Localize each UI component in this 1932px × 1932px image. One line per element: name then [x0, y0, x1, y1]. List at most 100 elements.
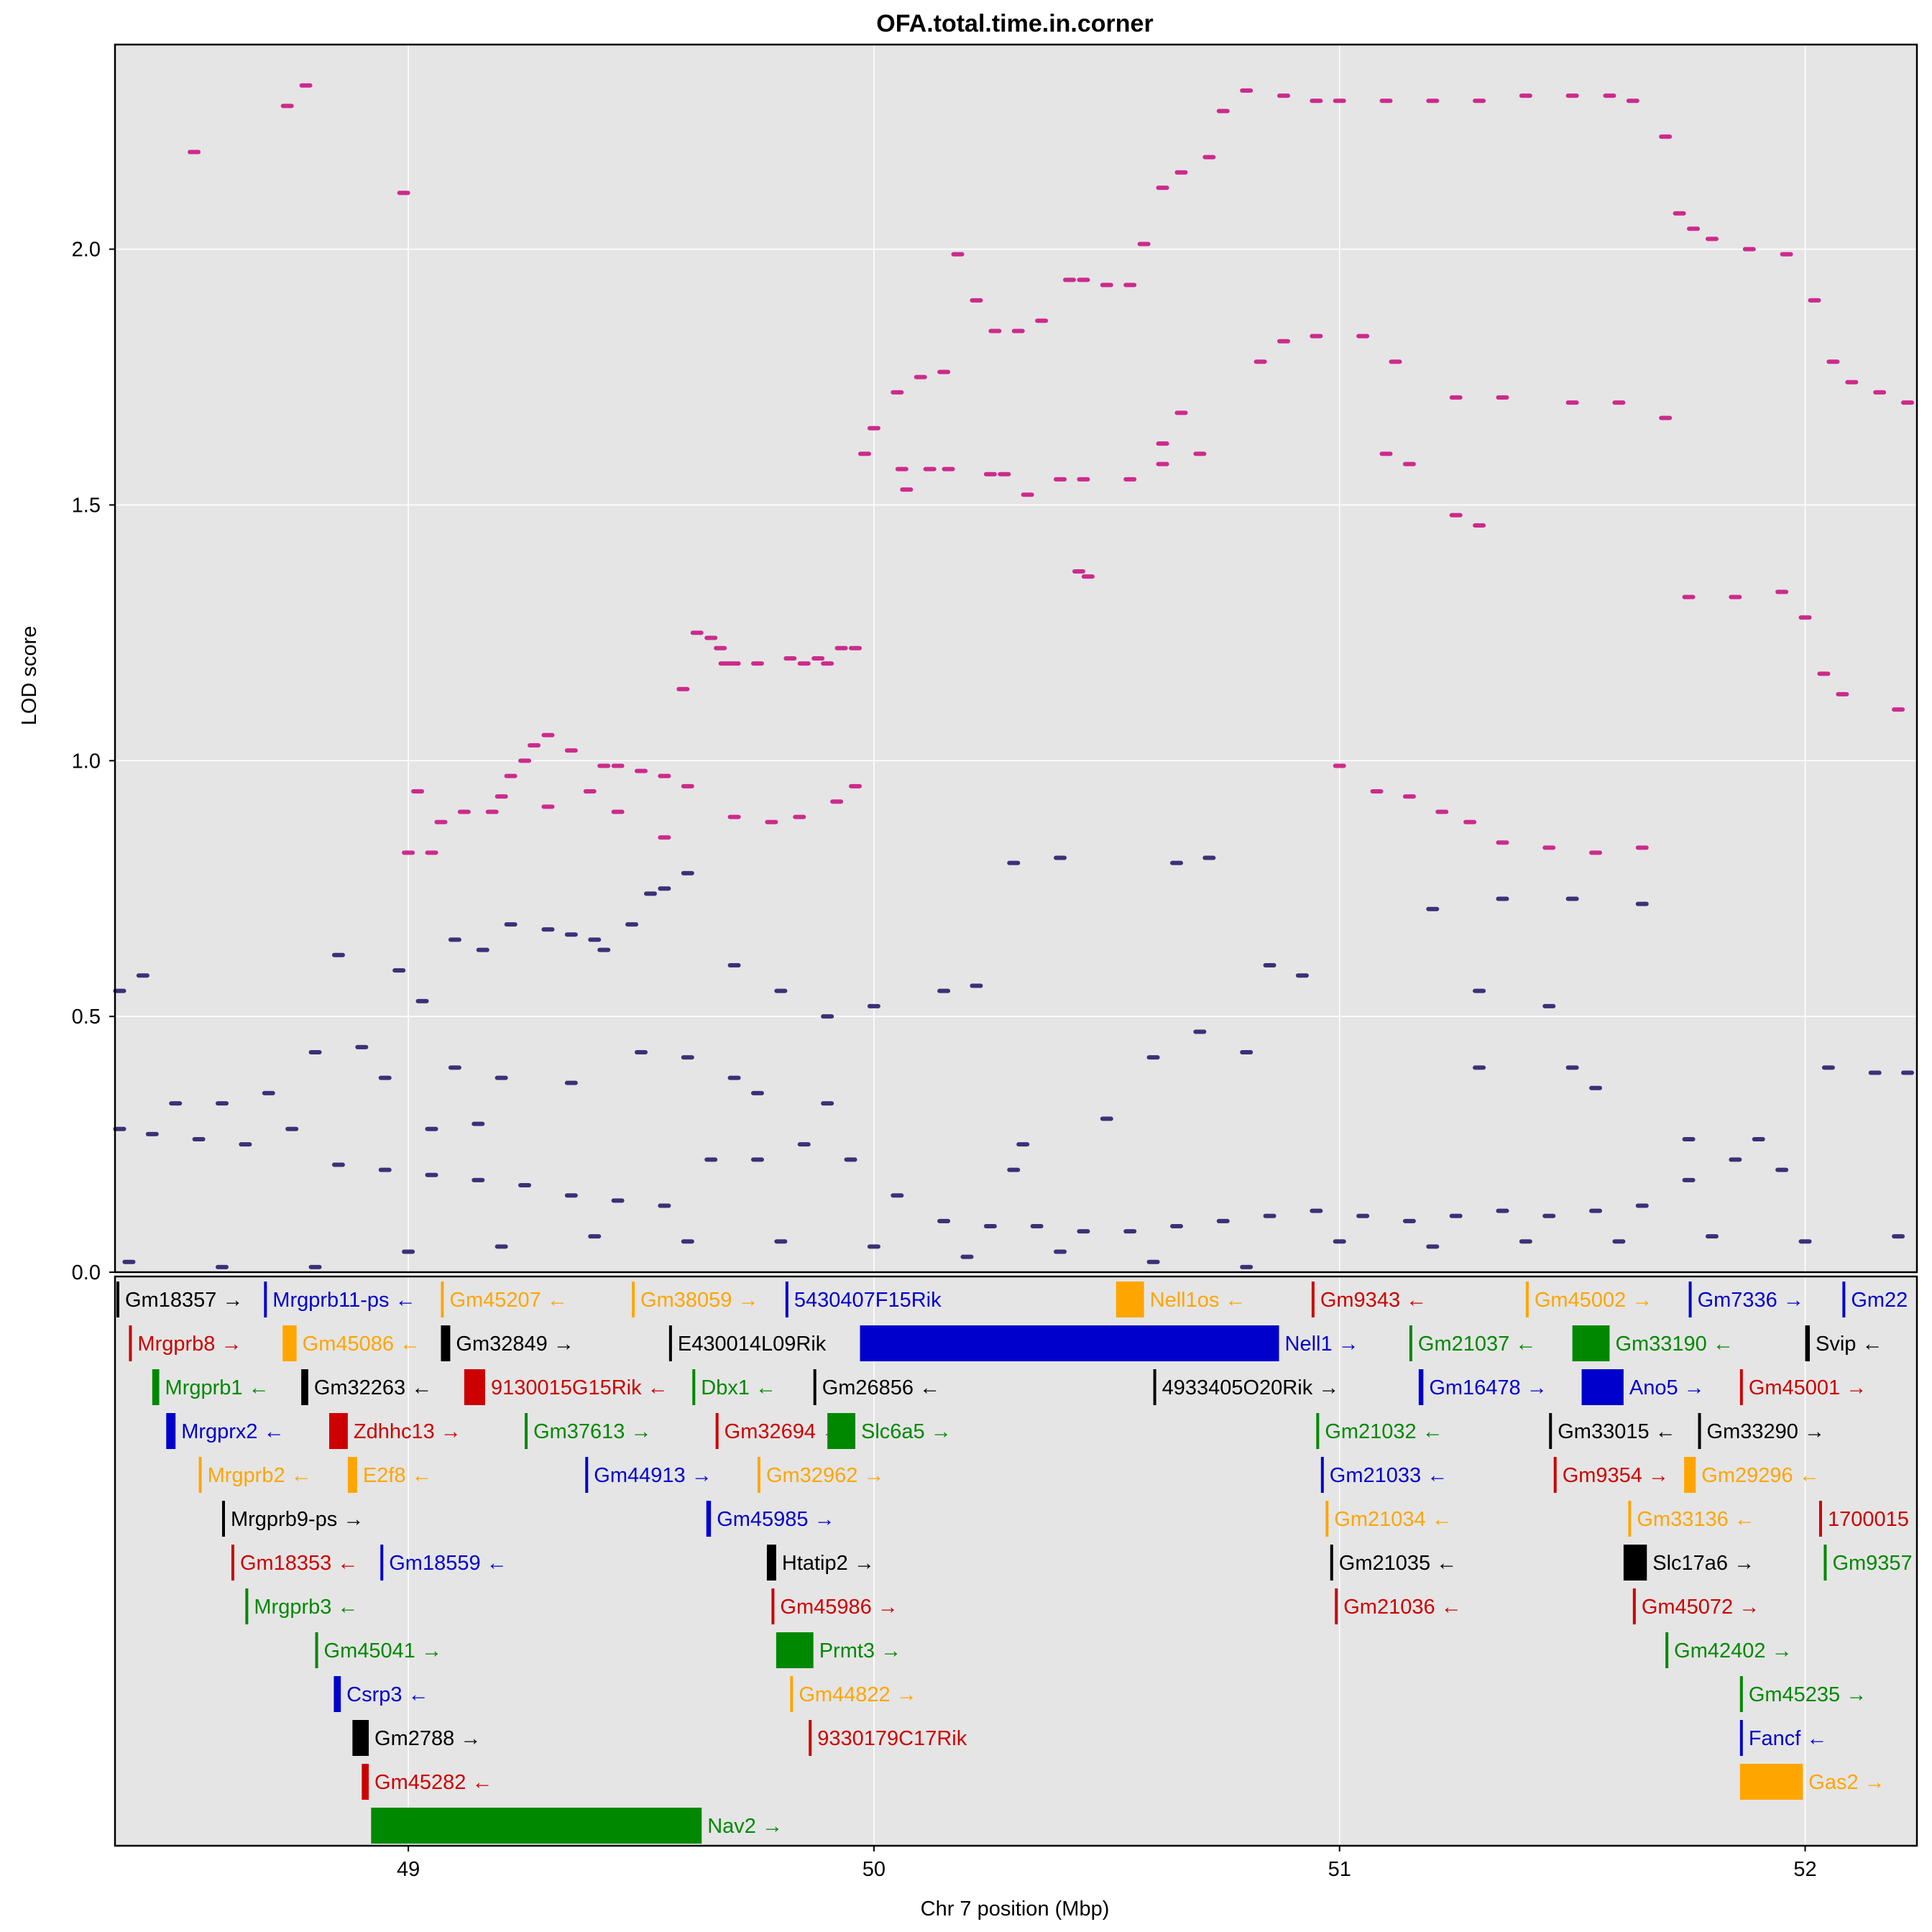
data-point — [411, 789, 425, 794]
gene-label: Gm45072 → — [1642, 1596, 1760, 1619]
data-point — [215, 1101, 229, 1106]
data-point — [643, 891, 657, 896]
x-tick-label: 52 — [1793, 1858, 1816, 1881]
gene: Csrp3 ← — [334, 1676, 429, 1712]
data-point — [895, 466, 908, 472]
data-point — [681, 1055, 694, 1060]
y-tick-label: 0.0 — [72, 1261, 101, 1284]
gene-bar — [585, 1457, 589, 1493]
data-point — [867, 1244, 880, 1249]
gene-label: Gas2 → — [1808, 1771, 1885, 1794]
data-point — [676, 686, 690, 691]
data-point — [714, 645, 727, 650]
gene-label: Mrgprb1 ← — [165, 1376, 270, 1399]
gene: Mrgprb11-ps ← — [264, 1282, 416, 1317]
gene-bar — [1572, 1325, 1610, 1361]
data-point — [564, 932, 578, 937]
data-point — [1370, 789, 1384, 794]
gene-label: Zdhhc13 → — [354, 1420, 461, 1443]
gene-label: Gm21036 ← — [1343, 1596, 1461, 1619]
gene: Gm18357 → — [116, 1282, 243, 1317]
gene: Gm32849 → — [441, 1325, 574, 1361]
data-point — [1729, 1157, 1742, 1162]
gene-bar — [352, 1720, 369, 1756]
gene: Gm45001 → — [1739, 1369, 1867, 1405]
gene-bar — [860, 1325, 1279, 1361]
gene-bar — [715, 1413, 719, 1449]
data-point — [821, 1014, 834, 1019]
gene-label: Gm45041 → — [324, 1639, 442, 1662]
data-point — [494, 794, 508, 799]
data-point — [1146, 1055, 1160, 1060]
gene-label: Dbx1 ← — [701, 1376, 776, 1399]
data-point — [1276, 93, 1290, 98]
data-point — [970, 298, 983, 303]
data-point — [1356, 1213, 1370, 1218]
data-point — [923, 466, 937, 472]
data-point — [867, 426, 880, 431]
gene-bar — [347, 1457, 357, 1493]
data-point — [1426, 906, 1440, 911]
data-point — [704, 635, 718, 640]
gene: Svip ← — [1805, 1325, 1882, 1361]
data-point — [1742, 247, 1756, 252]
data-point — [821, 661, 834, 666]
gene-bar — [1418, 1369, 1424, 1405]
gene: Gm21037 ← — [1409, 1325, 1536, 1361]
gene: Gm44822 → — [790, 1676, 917, 1712]
data-point — [1193, 1029, 1207, 1034]
data-point — [541, 804, 555, 809]
gene-bar — [1623, 1545, 1647, 1581]
gene-bar — [1581, 1369, 1624, 1405]
gene-bar — [1311, 1282, 1315, 1317]
data-point — [448, 1065, 461, 1070]
gene-label: Gm33290 → — [1707, 1420, 1825, 1443]
gene-bar — [334, 1676, 341, 1712]
gene-bar — [809, 1720, 812, 1756]
data-point — [1379, 98, 1393, 104]
gene-label: Gm9357 — [1832, 1552, 1912, 1575]
gene: 5430407F15Rik — [785, 1282, 942, 1317]
data-point — [415, 998, 429, 1003]
gene-bar — [790, 1676, 794, 1712]
data-point — [1626, 98, 1639, 104]
gene: Gm2788 → — [352, 1720, 481, 1756]
data-point — [1263, 1213, 1276, 1218]
gene: Gm45986 → — [771, 1588, 898, 1624]
data-point — [485, 809, 499, 814]
gene-bar — [315, 1632, 318, 1668]
gene-label: Slc17a6 → — [1652, 1552, 1754, 1575]
gene-bar — [1818, 1501, 1822, 1537]
gene: Gm18559 ← — [380, 1545, 507, 1581]
gene-bar — [301, 1369, 308, 1405]
data-point — [122, 1259, 136, 1264]
data-point — [1775, 1167, 1789, 1172]
data-point — [1798, 1239, 1812, 1244]
data-point — [1174, 410, 1188, 415]
data-point — [402, 1249, 415, 1254]
x-axis-label: Chr 7 position (Mbp) — [921, 1898, 1110, 1920]
gene-label: Gm45282 ← — [374, 1771, 492, 1794]
gene: Gm33190 ← — [1572, 1325, 1734, 1361]
gene: Gm21036 ← — [1335, 1588, 1462, 1624]
data-point — [1635, 1203, 1649, 1208]
data-point — [113, 988, 126, 993]
gene-label: Gm18357 → — [125, 1289, 243, 1312]
data-point — [1100, 282, 1113, 288]
data-point — [1169, 1223, 1183, 1228]
data-point — [1062, 277, 1076, 282]
data-point — [658, 835, 671, 840]
gene-label: Nav2 → — [707, 1815, 783, 1838]
gene: Gm37613 → — [525, 1413, 651, 1449]
data-point — [1011, 328, 1025, 334]
data-point — [797, 1142, 811, 1147]
gene: Nell1os ← — [1116, 1282, 1246, 1317]
data-point — [891, 1193, 904, 1198]
gene: Gm44913 → — [585, 1457, 712, 1493]
gene-bar — [1739, 1720, 1743, 1756]
data-point — [504, 773, 518, 778]
data-point — [1100, 1116, 1113, 1121]
gene-label: Gm33190 ← — [1615, 1333, 1733, 1356]
gene-bar — [1842, 1282, 1846, 1317]
gene-bar — [1805, 1325, 1811, 1361]
